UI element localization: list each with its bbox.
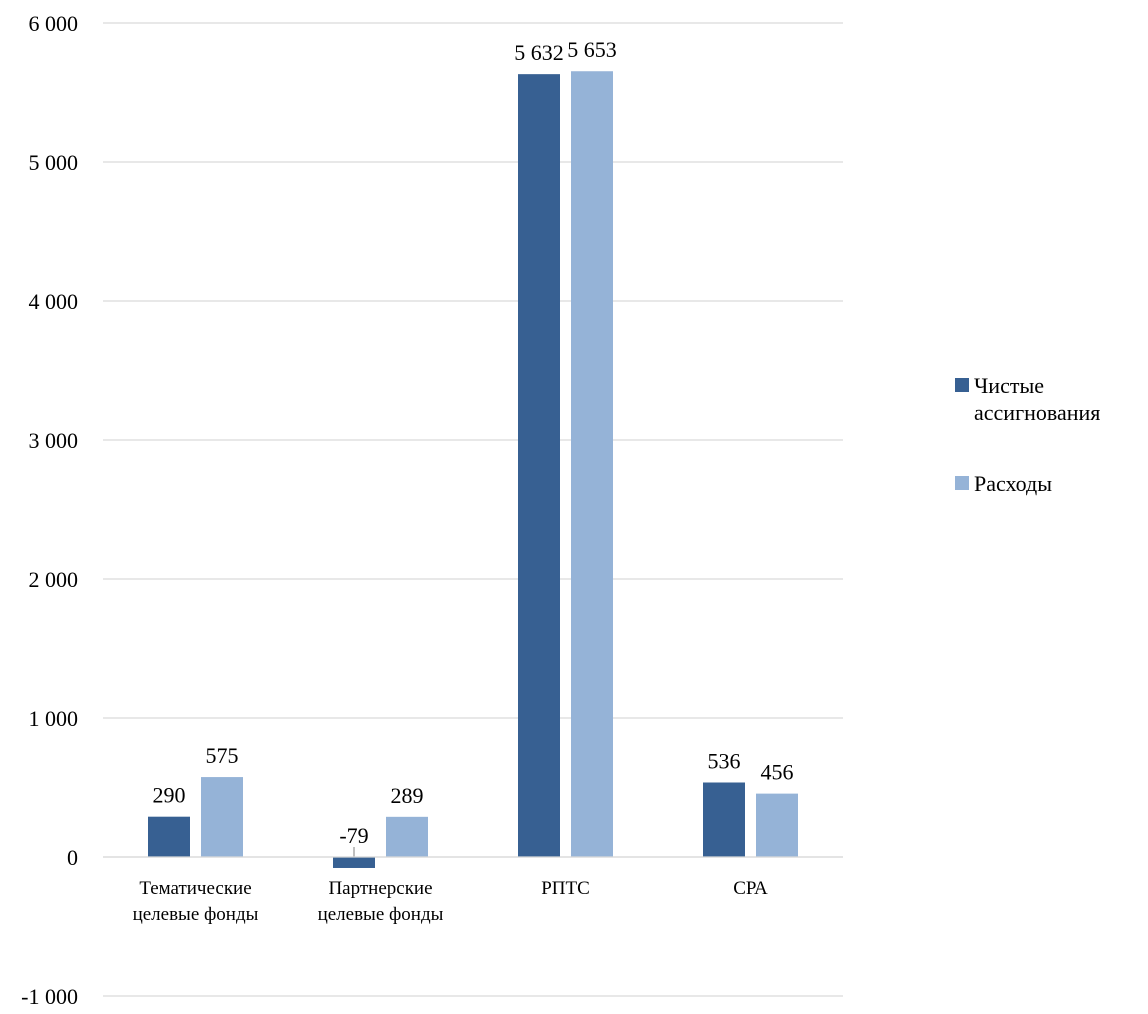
legend-item-net-appropriations: Чистые ассигнования: [955, 372, 1145, 426]
x-tick-label: Партнерские: [328, 878, 432, 899]
chart-legend: Чистые ассигнования Расходы: [955, 372, 1145, 541]
bar: [756, 793, 798, 857]
y-tick-label: 1 000: [29, 706, 79, 731]
y-tick-label: 5 000: [29, 150, 79, 175]
x-tick-label: Тематические: [139, 878, 251, 899]
y-tick-label: 2 000: [29, 567, 79, 592]
legend-swatch-net-appropriations: [955, 378, 969, 392]
legend-swatch-expenses: [955, 476, 969, 490]
y-tick-label: 6 000: [29, 11, 79, 36]
legend-item-expenses: Расходы: [955, 470, 1145, 497]
x-tick-label: целевые фонды: [318, 904, 444, 925]
bar: [571, 71, 613, 857]
bar: [333, 857, 375, 868]
bar: [518, 74, 560, 858]
legend-label-expenses: Расходы: [974, 471, 1052, 496]
legend-label-net-appropriations: Чистые ассигнования: [974, 373, 1101, 425]
data-label: 289: [391, 783, 424, 808]
x-tick-label: СРА: [733, 878, 768, 899]
y-tick-label: -1 000: [21, 984, 78, 1009]
data-label: 290: [153, 783, 186, 808]
y-tick-label: 3 000: [29, 428, 79, 453]
y-tick-label: 0: [67, 845, 78, 870]
data-label: 536: [708, 748, 741, 773]
x-tick-label: целевые фонды: [133, 904, 259, 925]
y-tick-label: 4 000: [29, 289, 79, 314]
data-label: -79: [339, 823, 368, 848]
bar: [386, 816, 428, 857]
data-label: 5 632: [514, 40, 564, 65]
bar: [201, 777, 243, 857]
bar: [703, 782, 745, 857]
data-label: 575: [206, 743, 239, 768]
data-label: 5 653: [567, 37, 617, 62]
x-tick-label: РПТС: [541, 878, 590, 899]
data-label: 456: [761, 760, 794, 785]
bar: [148, 816, 190, 857]
